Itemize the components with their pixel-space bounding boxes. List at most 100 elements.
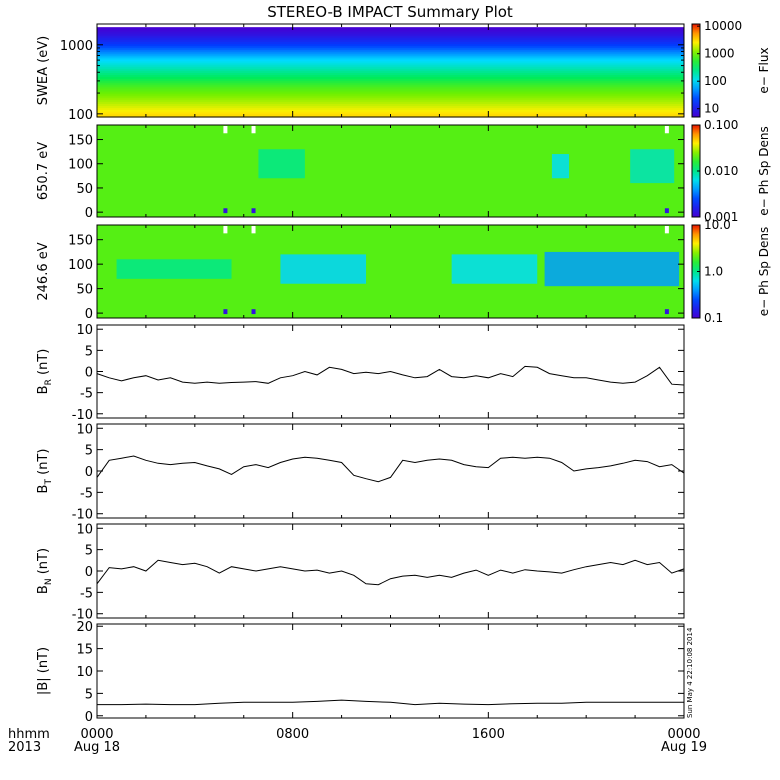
y-tick-label: -10 xyxy=(72,608,93,623)
colorbar-tick-label: 0.1 xyxy=(704,311,723,325)
spectrogram-depletion xyxy=(451,254,538,284)
data-gap-bottom xyxy=(251,309,256,315)
spectrogram-band xyxy=(97,68,684,72)
spectrogram-band xyxy=(97,31,684,35)
spectrogram-band xyxy=(97,58,684,62)
y-tick-label: -10 xyxy=(72,508,93,523)
spectrogram-depletion xyxy=(116,259,232,279)
spectrogram-band xyxy=(97,101,684,105)
y-tick-label: 20 xyxy=(76,620,93,635)
spectrogram-band xyxy=(97,45,684,48)
spectrogram-band xyxy=(97,47,684,50)
spectrogram-band xyxy=(97,33,684,37)
time-tick-label: 0000 xyxy=(80,727,113,742)
time-tick-label: 0000 xyxy=(667,727,700,742)
spectrogram-band xyxy=(97,107,684,110)
colorbar-tick-label: 1000 xyxy=(704,47,735,61)
spectrogram-band xyxy=(97,93,684,97)
field-line xyxy=(96,559,685,586)
y-axis-label-subscript: T xyxy=(44,479,54,486)
y-axis-label: |B| (nT) xyxy=(36,647,51,695)
colorbar-label: e− Flux xyxy=(757,47,771,93)
data-gap-top xyxy=(664,126,669,134)
spectrogram-band xyxy=(97,99,684,103)
time-axis-corner-label: hhmm xyxy=(8,727,50,742)
colorbar-tick-label: 0.001 xyxy=(704,210,738,224)
y-axis-label-rest: (nT) xyxy=(36,548,51,578)
spectrogram-band xyxy=(97,80,684,83)
colorbar-tick-label: 10 xyxy=(704,102,719,116)
time-tick-label: 0800 xyxy=(276,727,309,742)
data-gap-bottom xyxy=(664,208,669,214)
y-tick-label: 150 xyxy=(68,134,93,149)
colorbar-tick-label: 10.0 xyxy=(704,218,731,232)
colorbar xyxy=(692,125,700,217)
field-line xyxy=(96,455,685,483)
spectrogram-background xyxy=(97,125,684,217)
data-gap-top xyxy=(251,226,256,234)
spectrogram-band xyxy=(97,56,684,60)
y-axis-label-rest: (nT) xyxy=(36,349,51,379)
spectrogram-band xyxy=(97,29,684,33)
y-axis-label: BN (nT) xyxy=(36,548,54,594)
spectrogram-depletion xyxy=(544,251,680,287)
colorbar-tick-label: 0.100 xyxy=(704,118,738,132)
spectrogram-band xyxy=(97,86,684,89)
spectrogram-band xyxy=(97,105,684,108)
date-tick-label: Aug 18 xyxy=(74,740,120,755)
colorbar xyxy=(692,24,700,117)
spectrogram-depletion xyxy=(258,149,305,179)
y-tick-label: -10 xyxy=(72,408,93,423)
spectrogram-depletion xyxy=(630,149,675,184)
spectrogram-band xyxy=(97,103,684,106)
colorbar-tick-label: 100 xyxy=(704,74,727,88)
colorbar xyxy=(692,225,700,318)
data-gap-bottom xyxy=(251,208,256,214)
spectrogram-band xyxy=(97,64,684,68)
generation-stamp: Sun May 4 22:10:08 2014 xyxy=(686,627,694,718)
colorbar-frame xyxy=(691,23,701,118)
spectrogram-depletion xyxy=(551,154,570,179)
field-line xyxy=(97,699,684,706)
spectrogram-band xyxy=(97,51,684,54)
spectrogram-band xyxy=(97,53,684,56)
y-tick-label: 0 xyxy=(85,366,93,381)
spectrogram-band xyxy=(97,84,684,87)
spectrogram-band xyxy=(97,60,684,64)
y-tick-label: 150 xyxy=(68,234,93,249)
field-line xyxy=(96,365,685,386)
y-tick-label: 5 xyxy=(85,544,93,559)
y-tick-label: 10 xyxy=(76,522,93,537)
y-tick-label: 10 xyxy=(76,422,93,437)
y-tick-label: 5 xyxy=(85,344,93,359)
colorbar-label: e− Ph Sp Dens xyxy=(757,126,771,215)
spectrogram-band xyxy=(97,74,684,77)
y-tick-label: 10 xyxy=(76,665,93,680)
y-tick-label: 50 xyxy=(76,182,93,197)
spectrogram-band xyxy=(97,35,684,39)
y-tick-label: 10 xyxy=(76,323,93,338)
spectrogram-band xyxy=(97,43,684,46)
spectrogram-depletion xyxy=(280,254,367,284)
y-tick-label: 100 xyxy=(68,108,93,123)
data-gap-top xyxy=(223,226,228,234)
colorbar-tick-label: 10000 xyxy=(704,19,742,33)
y-tick-label: 50 xyxy=(76,283,93,298)
data-gap-top xyxy=(251,126,256,134)
colorbar-tick-label: 0.010 xyxy=(704,164,738,178)
y-tick-label: 0 xyxy=(85,710,93,725)
y-tick-label: 5 xyxy=(85,444,93,459)
date-tick-label: Aug 19 xyxy=(661,740,707,755)
spectrogram-band xyxy=(97,78,684,81)
spectrogram-band xyxy=(97,25,684,29)
colorbar-tick-label: 1.0 xyxy=(704,265,723,279)
data-gap-bottom xyxy=(223,309,228,315)
spectrogram-band xyxy=(97,82,684,85)
time-axis-corner-label: 2013 xyxy=(8,740,41,755)
y-axis-label-subscript: R xyxy=(44,379,54,385)
data-gap-bottom xyxy=(223,208,228,214)
y-tick-label: -5 xyxy=(80,486,93,501)
